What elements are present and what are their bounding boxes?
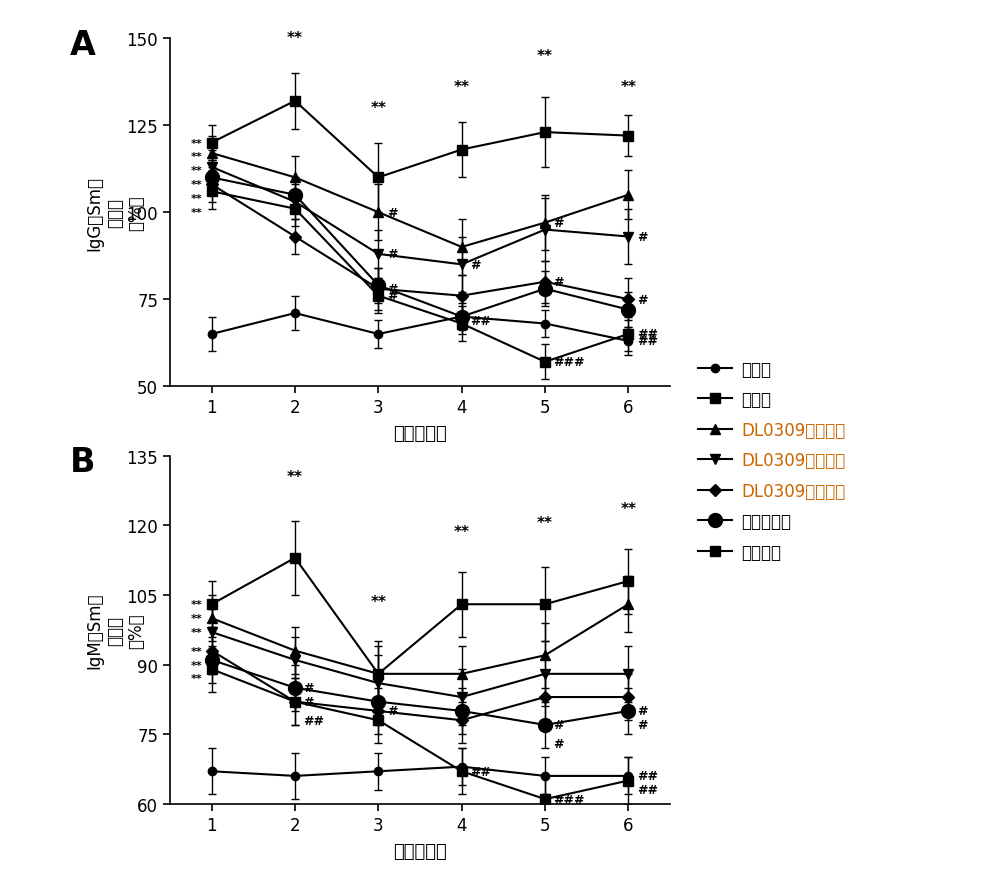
Text: #: # bbox=[637, 294, 647, 306]
Text: **: ** bbox=[191, 138, 203, 149]
Text: #: # bbox=[637, 719, 647, 732]
Text: #: # bbox=[553, 217, 564, 229]
X-axis label: 时间（月）: 时间（月） bbox=[393, 425, 447, 443]
Text: **: ** bbox=[370, 594, 386, 609]
Text: **: ** bbox=[191, 673, 203, 684]
Text: **: ** bbox=[191, 627, 203, 637]
Legend: 对照组, 模型组, DL0309低剂量组, DL0309中剂量组, DL0309高剂量组, 阿司匹林组, 泼尼松组: 对照组, 模型组, DL0309低剂量组, DL0309中剂量组, DL0309… bbox=[698, 360, 846, 561]
Text: **: ** bbox=[191, 152, 203, 163]
Text: **: ** bbox=[191, 180, 203, 190]
Text: #: # bbox=[553, 737, 564, 750]
Text: ##: ## bbox=[637, 335, 658, 348]
Text: **: ** bbox=[191, 194, 203, 204]
Text: ##: ## bbox=[637, 784, 658, 796]
Text: #: # bbox=[387, 290, 397, 302]
Text: B: B bbox=[70, 446, 96, 479]
Text: **: ** bbox=[191, 208, 203, 218]
Y-axis label: IgM型Sm自
身抗体
（%）: IgM型Sm自 身抗体 （%） bbox=[86, 592, 145, 668]
Text: **: ** bbox=[454, 80, 470, 95]
Text: ###: ### bbox=[553, 793, 585, 806]
Text: #: # bbox=[553, 719, 564, 732]
Text: ##: ## bbox=[637, 328, 658, 341]
Text: **: ** bbox=[537, 49, 553, 63]
Text: #: # bbox=[387, 705, 397, 718]
Text: **: ** bbox=[191, 646, 203, 656]
Text: #: # bbox=[637, 231, 647, 243]
X-axis label: 时间（月）: 时间（月） bbox=[393, 842, 447, 860]
Text: #: # bbox=[387, 207, 397, 219]
Text: ##: ## bbox=[637, 770, 658, 782]
Text: #: # bbox=[387, 249, 397, 261]
Text: A: A bbox=[70, 29, 96, 62]
Text: ##: ## bbox=[303, 714, 324, 726]
Text: ###: ### bbox=[553, 356, 585, 368]
Text: **: ** bbox=[620, 80, 636, 95]
Text: #: # bbox=[303, 695, 314, 708]
Text: **: ** bbox=[370, 101, 386, 116]
Text: ##: ## bbox=[470, 315, 491, 327]
Text: #: # bbox=[637, 705, 647, 718]
Text: **: ** bbox=[454, 525, 470, 540]
Text: **: ** bbox=[537, 515, 553, 530]
Y-axis label: IgG型Sm自
身抗体
（%）: IgG型Sm自 身抗体 （%） bbox=[86, 176, 145, 250]
Text: #: # bbox=[470, 259, 480, 271]
Text: **: ** bbox=[620, 501, 636, 516]
Text: **: ** bbox=[287, 469, 303, 484]
Text: **: ** bbox=[191, 660, 203, 670]
Text: ##: ## bbox=[470, 765, 491, 778]
Text: **: ** bbox=[191, 166, 203, 176]
Text: #: # bbox=[387, 283, 397, 295]
Text: #: # bbox=[303, 681, 314, 694]
Text: **: ** bbox=[191, 600, 203, 609]
Text: **: ** bbox=[287, 31, 303, 46]
Text: **: ** bbox=[191, 614, 203, 623]
Text: #: # bbox=[553, 276, 564, 289]
